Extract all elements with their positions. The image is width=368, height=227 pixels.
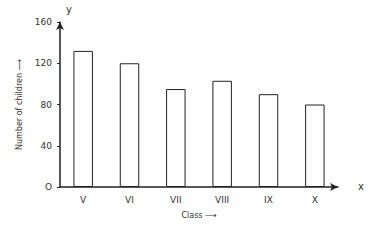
svg-text:Class ⟶: Class ⟶	[181, 211, 217, 220]
svg-text:120: 120	[35, 58, 52, 68]
svg-text:y: y	[66, 4, 72, 15]
svg-text:Number of children ⟶: Number of children ⟶	[15, 58, 24, 150]
svg-text:VIII: VIII	[215, 195, 229, 205]
svg-text:VI: VI	[125, 195, 134, 205]
svg-text:40: 40	[41, 141, 53, 151]
svg-text:O: O	[45, 182, 52, 192]
svg-text:VII: VII	[170, 195, 181, 205]
svg-text:160: 160	[35, 17, 52, 27]
svg-text:x: x	[358, 181, 364, 192]
svg-text:IX: IX	[264, 195, 273, 205]
svg-text:80: 80	[41, 100, 53, 110]
svg-text:X: X	[312, 195, 318, 205]
svg-text:V: V	[80, 195, 87, 205]
